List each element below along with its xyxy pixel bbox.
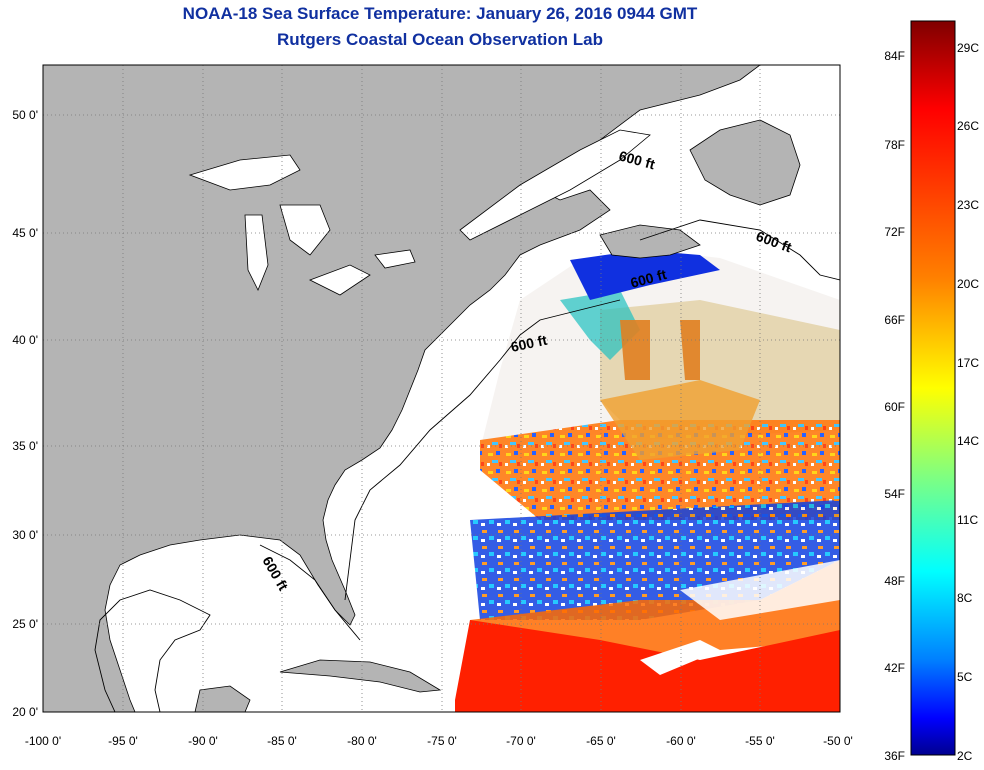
land-mass	[43, 65, 761, 712]
colorbar-c-label: 20C	[957, 277, 979, 291]
isobath-label: 600 ft	[509, 332, 548, 355]
lon-axis: -100 0' -95 0' -90 0' -85 0' -80 0' -75 …	[25, 734, 853, 748]
newfoundland	[689, 119, 801, 206]
colorbar-c-label: 5C	[957, 670, 973, 684]
map-title: NOAA-18 Sea Surface Temperature: January…	[182, 4, 698, 23]
lon-tick-label: -65 0'	[586, 734, 616, 748]
yucatan	[194, 685, 251, 712]
st-lawrence	[459, 129, 651, 241]
lon-tick-label: -70 0'	[506, 734, 536, 748]
lon-tick-label: -95 0'	[108, 734, 138, 748]
colorbar-c-label: 17C	[957, 356, 979, 370]
colorbar-c-label: 11C	[957, 513, 978, 527]
lat-tick-label: 30 0'	[12, 528, 38, 542]
colorbar-f-label: 66F	[884, 313, 905, 327]
cuba	[279, 659, 442, 693]
lon-tick-label: -100 0'	[25, 734, 61, 748]
colorbar-c-label: 26C	[957, 119, 979, 133]
lat-tick-label: 25 0'	[12, 617, 38, 631]
lat-axis: 20 0' 25 0' 30 0' 35 0' 40 0' 45 0' 50 0…	[12, 108, 38, 719]
colorbar-c-label: 29C	[957, 41, 979, 55]
great-lakes	[188, 154, 416, 296]
colorbar-f-label: 42F	[884, 661, 905, 675]
isobath-600ft	[94, 219, 840, 712]
map-frame	[42, 64, 841, 713]
map-subtitle: Rutgers Coastal Ocean Observation Lab	[277, 30, 603, 49]
colorbar-c-label: 8C	[957, 591, 973, 605]
colorbar-c-label: 14C	[957, 434, 979, 448]
lon-tick-label: -50 0'	[823, 734, 853, 748]
grid	[43, 65, 840, 712]
colorbar-f-label: 60F	[884, 400, 905, 414]
colorbar-c-label: 2C	[957, 749, 973, 763]
colorbar-f-label: 48F	[884, 574, 905, 588]
lat-tick-label: 45 0'	[12, 226, 38, 240]
colorbar-f-label: 36F	[884, 749, 905, 763]
lon-tick-label: -75 0'	[427, 734, 457, 748]
lon-tick-label: -90 0'	[188, 734, 218, 748]
lon-tick-label: -80 0'	[347, 734, 377, 748]
lon-tick-label: -85 0'	[267, 734, 297, 748]
lat-tick-label: 40 0'	[12, 333, 38, 347]
lat-tick-label: 35 0'	[12, 439, 38, 453]
colorbar-f-label: 84F	[884, 49, 905, 63]
colorbar-f-label: 72F	[884, 225, 905, 239]
lat-tick-label: 20 0'	[12, 705, 38, 719]
lat-tick-label: 50 0'	[12, 108, 38, 122]
colorbar	[910, 20, 956, 756]
colorbar-f-label: 78F	[884, 138, 905, 152]
lon-tick-label: -55 0'	[745, 734, 775, 748]
colorbar-f-labels: 84F 78F 72F 66F 60F 54F 48F 42F 36F	[884, 49, 905, 763]
sst-swath	[455, 250, 840, 712]
colorbar-c-labels: 29C 26C 23C 20C 17C 14C 11C 8C 5C 2C	[957, 41, 979, 763]
lon-tick-label: -60 0'	[666, 734, 696, 748]
colorbar-f-label: 54F	[884, 487, 905, 501]
colorbar-c-label: 23C	[957, 198, 979, 212]
